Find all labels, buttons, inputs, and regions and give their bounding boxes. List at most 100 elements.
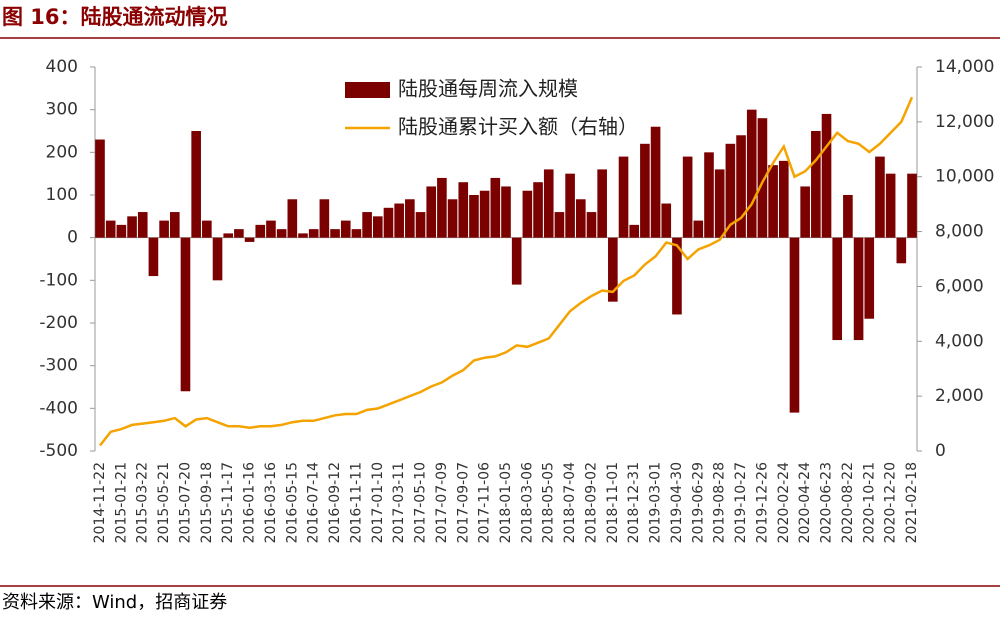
y-tick-label: -300: [39, 356, 78, 376]
bar: [618, 156, 629, 238]
x-tick-label: 2015-09-18: [199, 462, 215, 543]
bar: [565, 173, 575, 238]
bar: [864, 237, 875, 319]
bar: [169, 212, 180, 238]
y-tick-label: -400: [39, 398, 78, 418]
x-tick-label: 2019-04-30: [669, 462, 685, 543]
x-tick-label: 2016-09-12: [327, 462, 343, 543]
x-tick-label: 2018-09-02: [583, 462, 599, 543]
legend-swatch: [345, 82, 390, 98]
legend-label: 陆股通累计买入额（右轴）: [398, 115, 638, 139]
bar: [693, 220, 704, 238]
x-tick-label: 2019-03-01: [648, 462, 664, 543]
bar: [490, 177, 501, 238]
y-tick-label: 300: [46, 100, 78, 120]
x-tick-label: 2019-06-29: [690, 462, 706, 543]
bar: [469, 195, 479, 238]
x-tick-label: 2016-03-16: [263, 462, 279, 543]
bar: [608, 237, 618, 302]
bar: [650, 126, 661, 238]
y2-tick-label: 8,000: [935, 222, 984, 242]
bar: [148, 237, 159, 277]
x-tick-label: 2020-12-20: [883, 462, 899, 543]
bar: [746, 109, 757, 238]
bar: [223, 233, 234, 238]
x-tick-label: 2020-06-23: [819, 462, 835, 543]
x-tick-label: 2019-08-28: [712, 462, 728, 543]
bar: [640, 143, 650, 238]
x-tick-label: 2020-04-24: [797, 462, 813, 543]
bar: [266, 220, 276, 238]
bar: [447, 199, 458, 238]
x-tick-label: 2020-10-21: [861, 462, 877, 543]
bar: [298, 233, 308, 238]
bar: [458, 182, 469, 238]
bar: [907, 173, 917, 238]
bar: [415, 212, 426, 238]
line: [99, 96, 914, 447]
bar: [212, 237, 223, 281]
bar: [597, 169, 607, 238]
bar: [661, 203, 672, 238]
x-tick-label: 2017-01-10: [370, 462, 386, 543]
x-tick-label: 2018-03-06: [519, 462, 535, 543]
x-tick-label: 2018-11-01: [605, 462, 621, 543]
x-tick-label: 2018-07-04: [562, 462, 578, 543]
bar: [191, 131, 201, 238]
bar: [875, 156, 885, 238]
bar: [330, 229, 340, 238]
x-tick-label: 2019-10-27: [733, 462, 749, 543]
bar: [736, 135, 746, 238]
x-tick-label: 2016-07-14: [306, 462, 322, 543]
bar: [372, 216, 383, 238]
bar: [533, 182, 543, 238]
bar: [896, 237, 907, 264]
bar: [159, 220, 169, 238]
bar: [725, 143, 736, 238]
x-tick-label: 2017-07-09: [434, 462, 450, 543]
bar: [575, 199, 586, 238]
bar: [340, 220, 351, 238]
bar: [522, 190, 533, 238]
bar: [554, 212, 565, 238]
y2-tick-label: 2,000: [935, 386, 984, 406]
bar: [757, 118, 768, 238]
bar: [137, 212, 148, 238]
y-tick-label: 400: [46, 57, 78, 77]
x-tick-label: 2020-08-22: [840, 462, 856, 543]
bar: [853, 237, 864, 341]
bar: [511, 237, 522, 285]
x-tick-label: 2017-09-07: [455, 462, 471, 543]
bar: [276, 229, 287, 238]
bar: [105, 220, 116, 238]
x-tick-label: 2017-11-06: [477, 462, 493, 543]
bar: [351, 229, 362, 238]
y-tick-label: 0: [67, 228, 78, 248]
bar: [405, 199, 415, 238]
bar: [116, 224, 127, 238]
x-tick-label: 2021-02-18: [904, 462, 920, 543]
bar: [479, 190, 490, 238]
bar: [832, 237, 843, 341]
bar: [95, 139, 105, 238]
y2-tick-label: 6,000: [935, 276, 984, 296]
y2-tick-label: 0: [935, 441, 946, 461]
x-tick-label: 2016-11-11: [348, 462, 364, 543]
x-tick-label: 2015-07-20: [177, 462, 193, 543]
x-tick-label: 2015-03-22: [135, 462, 151, 543]
x-tick-label: 2017-03-11: [391, 462, 407, 543]
y2-tick-label: 10,000: [935, 167, 994, 187]
y2-tick-label: 4,000: [935, 331, 984, 351]
figure-title: 图 16：陆股通流动情况: [2, 5, 228, 29]
bar: [383, 207, 394, 238]
bar: [789, 237, 800, 413]
bar: [287, 199, 298, 238]
bar: [308, 229, 319, 238]
source-note: 资料来源：Wind，招商证券: [2, 592, 227, 613]
bar: [255, 224, 266, 238]
x-tick-label: 2015-05-21: [156, 462, 172, 543]
y2-tick-label: 14,000: [935, 57, 994, 77]
x-tick-label: 2016-05-15: [284, 462, 300, 543]
